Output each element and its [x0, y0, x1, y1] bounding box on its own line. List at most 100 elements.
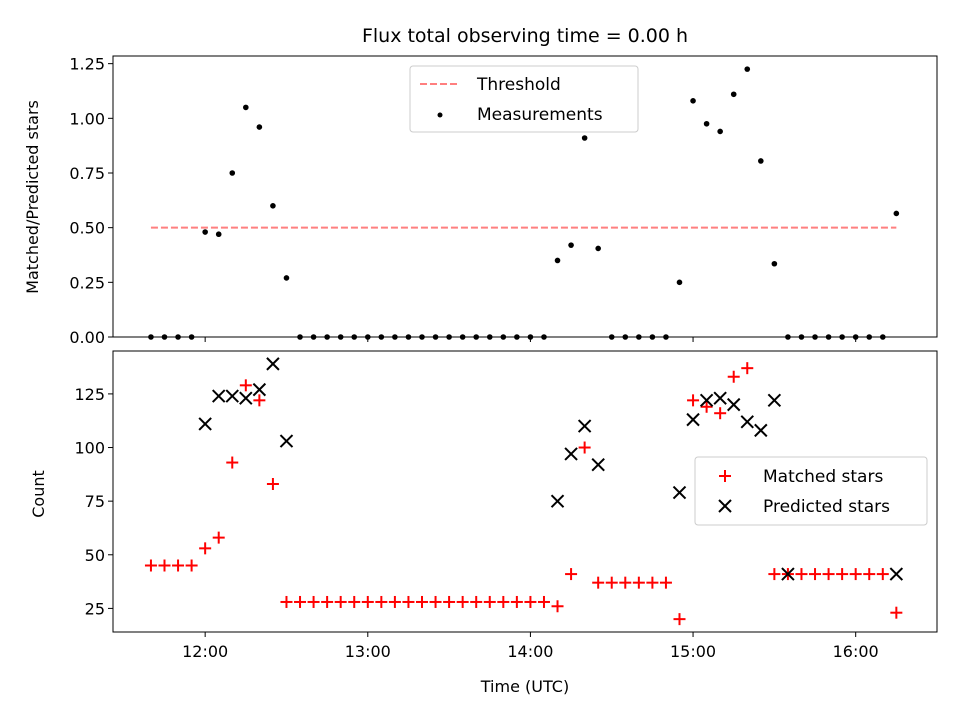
matched-star-point	[361, 595, 374, 608]
matched-star-point	[741, 362, 754, 375]
matched-star-point	[172, 559, 185, 572]
measurement-points	[148, 66, 900, 340]
top-legend-box	[409, 65, 639, 133]
matched-star-point	[836, 568, 849, 581]
measurement-point	[270, 202, 276, 209]
matched-star-point	[592, 576, 605, 589]
matched-star-point	[199, 542, 212, 555]
matched-star-point	[551, 600, 564, 613]
matched-star-point	[456, 595, 469, 608]
matched-star-point	[646, 576, 659, 589]
measurement-point	[581, 135, 588, 141]
predicted-star-point	[212, 389, 226, 403]
top-y-tick-label: 0.50	[69, 219, 105, 238]
predicted-star-point	[889, 567, 904, 581]
matched-star-point	[727, 370, 740, 383]
matched-star-point	[294, 595, 307, 608]
matched-star-point	[280, 595, 293, 608]
legend-matched-label: Matched stars	[763, 467, 883, 487]
predicted-star-point	[564, 447, 578, 461]
predicted-star-point	[266, 357, 280, 371]
measurement-point	[568, 242, 574, 248]
legend-measurements-label: Measurements	[477, 105, 603, 125]
bottom-x-tick-label: 12:00	[182, 642, 228, 661]
predicted-star-point	[252, 382, 267, 397]
matched-star-point	[470, 595, 483, 608]
matched-star-point	[809, 568, 822, 581]
measurement-point	[717, 128, 723, 135]
legend-predicted-swatch	[718, 499, 732, 513]
measurement-point	[690, 98, 696, 104]
predicted-star-point	[591, 457, 605, 472]
matched-star-point	[510, 595, 523, 608]
bottom-x-axis-label: Time (UTC)	[480, 677, 569, 696]
matched-star-point	[863, 568, 876, 581]
measurement-point	[229, 170, 236, 176]
measurement-point	[730, 91, 737, 98]
matched-star-point	[321, 595, 334, 608]
bottom-y-tick-label: 25	[85, 599, 105, 618]
matched-star-point	[185, 559, 198, 572]
measurement-point	[893, 210, 900, 217]
measurement-point	[676, 279, 683, 286]
measurement-point	[703, 120, 710, 127]
matched-star-point	[849, 568, 862, 581]
matched-star-point	[497, 595, 510, 608]
matched-star-point	[334, 595, 347, 608]
matched-star-point	[524, 595, 537, 608]
bottom-y-tick-label: 50	[85, 546, 105, 565]
matched-star-point	[429, 595, 442, 608]
bottom-x-tick-label: 15:00	[670, 642, 716, 661]
measurement-point	[202, 229, 208, 235]
top-y-tick-label: 0.25	[69, 273, 105, 292]
matched-star-point	[659, 576, 672, 589]
predicted-star-point	[740, 415, 754, 429]
bottom-legend: Matched stars Predicted stars	[694, 456, 928, 526]
bottom-axes-frame	[112, 350, 938, 633]
measurement-point	[215, 231, 222, 238]
matched-star-point	[565, 568, 578, 581]
matched-star-point	[375, 595, 388, 608]
top-y-tick-label: 1.00	[69, 109, 105, 128]
matched-star-point	[266, 477, 279, 490]
bottom-panel: 25 50 75 100 125 12:00 13:00 14:00 15:00 16:00 Co…	[29, 350, 938, 696]
matched-star-point	[402, 595, 415, 608]
legend-measurements-swatch	[437, 112, 443, 118]
matched-star-point	[876, 568, 889, 581]
matched-star-point	[253, 394, 266, 407]
predicted-star-point	[699, 393, 714, 408]
measurement-point	[283, 275, 290, 281]
measurement-point	[256, 124, 263, 130]
matched-star-point	[537, 595, 550, 608]
top-y-axis-label: Matched/Predicted stars	[23, 100, 42, 294]
top-axes-frame	[112, 55, 938, 338]
matched-star-point	[619, 576, 632, 589]
bottom-y-axis-label: Count	[29, 470, 48, 518]
bottom-legend-box	[694, 456, 928, 526]
predicted-star-point	[686, 412, 700, 427]
matched-star-point	[632, 576, 645, 589]
predicted-star-point	[577, 419, 592, 433]
matched-star-point	[388, 595, 401, 608]
bottom-y-tick-label: 75	[85, 492, 105, 511]
top-legend: Threshold Measurements	[409, 65, 639, 133]
matched-star-point	[768, 568, 781, 581]
measurement-point	[744, 66, 751, 72]
bottom-x-tick-label: 14:00	[507, 642, 553, 661]
matched-star-point	[673, 613, 686, 626]
measurement-point	[758, 158, 764, 164]
matched-star-point	[700, 400, 713, 413]
matched-star-point	[714, 407, 727, 420]
predicted-star-point	[225, 389, 239, 403]
matched-star-point	[795, 568, 808, 581]
matched-star-point	[687, 394, 700, 407]
legend-matched-swatch	[719, 470, 731, 482]
predicted-star-point	[550, 494, 565, 508]
predicted-stars-points	[198, 357, 904, 581]
top-y-tick-label: 1.25	[69, 55, 105, 74]
predicted-star-point	[767, 393, 782, 408]
matched-star-point	[483, 595, 496, 608]
matched-star-point	[239, 379, 252, 392]
matched-star-point	[226, 456, 239, 469]
